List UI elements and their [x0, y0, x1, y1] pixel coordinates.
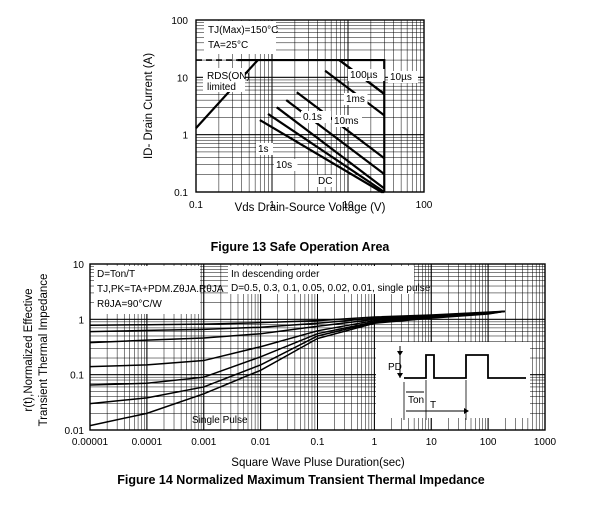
sao-label-1ms: 1ms	[346, 94, 365, 105]
rds-label-box	[203, 68, 245, 92]
rds-on-label: RDS(ON)	[207, 71, 250, 82]
pd-arrow-head-bottom	[397, 373, 403, 378]
tti-x-tick-label: 0.01	[251, 437, 271, 448]
sao-plot-frame	[195, 19, 425, 193]
sao-x-tick-label: 0.1	[189, 200, 203, 211]
sao-y-tick-label: 100	[171, 16, 188, 27]
sao-x-tick-label: 1	[269, 200, 275, 211]
sao-annotations: TJ(Max)=150°C TA=25°C RDS(ON) limited	[203, 21, 278, 93]
order-values: D=0.5, 0.3, 0.1, 0.05, 0.02, 0.01, singl…	[231, 283, 431, 294]
sao-x-tick-label: 10	[342, 200, 354, 211]
sao-y-axis-label: ID- Drain Current (A)	[143, 53, 155, 159]
sao-label-0.1s: 0.1s	[303, 112, 322, 123]
sao-label-bg	[332, 115, 362, 127]
tti-curves	[89, 310, 506, 427]
period-arrow-head	[464, 408, 469, 414]
sao-label-bg	[344, 93, 368, 105]
safe-operation-area-chart: 0.1 1 10 100 100 10 1 0.1 10µs 100µs 1ms 10ms 0.1s…	[143, 16, 433, 254]
pd-arrow-head-top	[397, 351, 403, 356]
sao-label-bg	[388, 71, 418, 83]
sao-label-100µs: 100µs	[350, 70, 377, 81]
pulse-current-limit-line	[237, 58, 386, 192]
order-title: In descending order	[231, 269, 320, 280]
sao-label-bg	[348, 69, 385, 81]
tti-x-tick-label: 1000	[534, 437, 557, 448]
figure-14-caption: Figure 14 Normalized Maximum Transient T…	[117, 473, 485, 487]
single-pulse-label: Single Pulse	[192, 415, 248, 426]
sao-y-tick-label: 10	[177, 73, 189, 84]
rds-limited-label: limited	[207, 82, 236, 93]
tti-x-tick-label: 1	[372, 437, 378, 448]
period-label: T	[430, 400, 436, 411]
inset-background	[376, 342, 530, 418]
pulse-waveform-inset: PD Ton T	[376, 342, 530, 420]
sao-conditions-box	[204, 21, 276, 54]
duty-definition: D=Ton/T	[97, 269, 135, 280]
sao-label-bg	[316, 175, 333, 187]
tti-x-tick-label: 100	[480, 437, 497, 448]
tti-y-axis-label-line1: r(t),Normalized Effective	[23, 288, 35, 411]
sao-curve-10s	[267, 113, 385, 193]
tti-plot-frame	[89, 263, 546, 431]
sao-x-tick-label: 100	[416, 200, 433, 211]
sao-y-tick-label: 1	[182, 131, 188, 142]
sao-x-ticks: 0.1 1 10 100	[189, 200, 433, 211]
order-box	[228, 266, 414, 294]
tti-x-tick-label: 0.1	[311, 437, 325, 448]
tti-y-tick-label: 10	[73, 260, 85, 271]
tti-y-tick-label: 0.1	[70, 371, 84, 382]
tti-x-ticks: 0.00001 0.0001 0.001 0.01 0.1 1 10 100 1000	[72, 437, 557, 448]
sao-label-10µs: 10µs	[390, 72, 412, 83]
tti-x-tick-label: 10	[426, 437, 438, 448]
tti-y-tick-label: 1	[78, 315, 84, 326]
tti-x-tick-label: 0.001	[191, 437, 216, 448]
rtheta-ja-value: RθJA=90°C/W	[97, 299, 162, 310]
tj-max-label: TJ(Max)=150°C	[208, 25, 278, 36]
sao-label-bg	[256, 143, 273, 155]
tti-equations-box	[94, 266, 200, 314]
sao-label-10s: 10s	[276, 160, 292, 171]
tti-y-tick-label: 0.01	[65, 426, 85, 437]
tti-x-tick-label: 0.00001	[72, 437, 109, 448]
sao-label-DC: DC	[318, 176, 332, 187]
sao-grid	[196, 20, 424, 192]
pd-label: PD	[388, 362, 402, 373]
tti-curve-single pulse	[89, 310, 506, 427]
tti-y-ticks: 10 1 0.1 0.01	[65, 260, 85, 437]
tti-x-tick-label: 0.0001	[132, 437, 163, 448]
sao-y-tick-label: 0.1	[174, 188, 188, 199]
tj-pk-equation: TJ,PK=TA+PDM.ZθJA.RθJA	[97, 284, 224, 295]
sao-label-10ms: 10ms	[334, 116, 358, 127]
tti-annotations: D=Ton/T TJ,PK=TA+PDM.ZθJA.RθJA RθJA=90°C…	[94, 266, 530, 426]
sao-label-bg	[301, 111, 331, 123]
sao-x-axis-label: Vds Drain-Source Voltage (V)	[235, 202, 386, 214]
tti-x-axis-label: Square Wave Pluse Duration(sec)	[231, 457, 405, 469]
figure-13-caption: Figure 13 Safe Operation Area	[211, 240, 391, 254]
sao-series-labels: 10µs 100µs 1ms 10ms 0.1s 1s 10s DC	[256, 69, 418, 187]
sao-y-ticks: 100 10 1 0.1	[171, 16, 188, 199]
pulse-waveform	[404, 354, 526, 379]
ton-label: Ton	[408, 395, 424, 406]
tti-y-axis-label-line2: Transient Thermal Impedance	[38, 274, 50, 427]
rds-on-limit-line	[195, 59, 259, 129]
transient-thermal-impedance-chart: 0.00001 0.0001 0.001 0.01 0.1 1 10 100 1000 1010…	[23, 260, 557, 487]
ta-label: TA=25°C	[208, 40, 248, 51]
sao-curve-1s	[276, 106, 385, 190]
sao-label-bg	[274, 159, 298, 171]
sao-label-1s: 1s	[258, 144, 269, 155]
